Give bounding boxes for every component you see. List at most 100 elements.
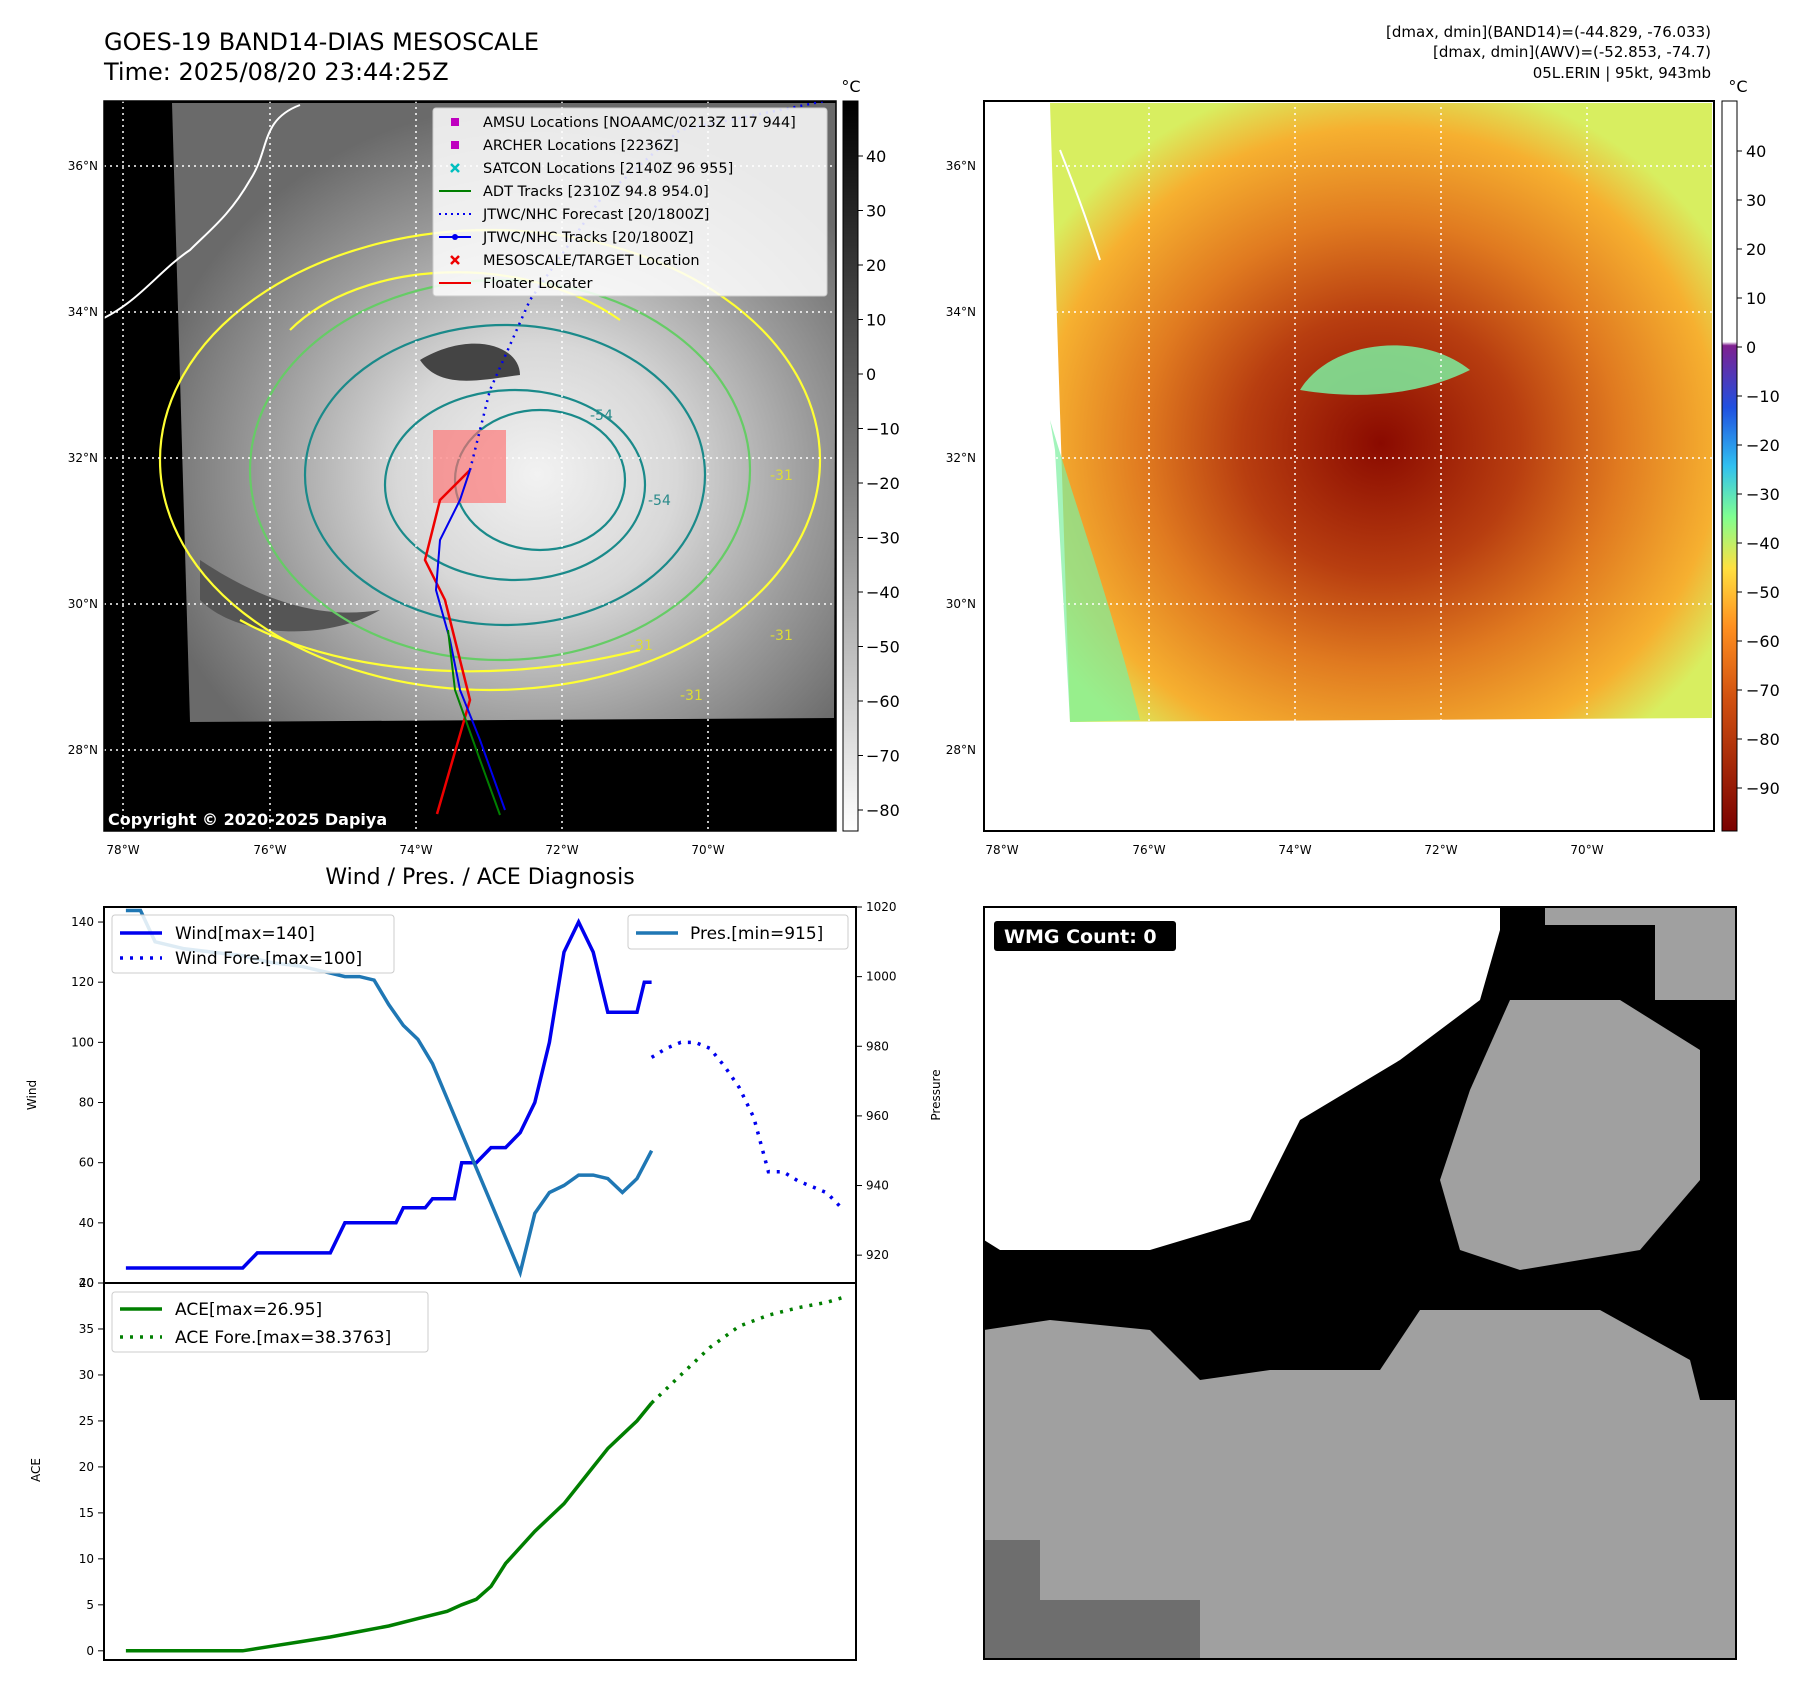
lat-tick-label: 36°N [946,159,976,173]
y-tick-label: 20 [79,1460,94,1474]
legend-label: SATCON Locations [2140Z 96 955] [483,161,733,177]
ace-legend: ACE[max=26.95] ACE Fore.[max=38.3763] [111,1291,429,1353]
wv-moist-slot [1300,345,1470,395]
wmg-frame [983,906,1737,1660]
legend-box [111,1291,429,1353]
awv-range-info: [dmax, dmin](AWV)=(-52.853, -74.7) [1432,43,1711,61]
colorbar-tick-label: −70 [866,747,900,766]
lon-tick-label: 70°W [691,843,724,857]
colorbar-tick-label: −80 [1746,730,1780,749]
y2-tick-label: 1020 [866,900,897,914]
contour-label: -31 [630,638,653,654]
wmg-count-badge [994,921,1176,951]
wmg-panel: WMG Count: 0 [983,906,1737,1660]
wv-colorbar: °C 40 30 20 10 0 −10 −20 −30 −40 −50 −60 −70 −80 −90 [1721,77,1780,832]
legend-marker [450,255,460,265]
colorbar-tick-label: −50 [1746,583,1780,602]
colorbar-tick-label: 30 [866,202,886,221]
colorbar-tick-label: 0 [1746,338,1756,357]
colorbar-tick-label: −30 [866,529,900,548]
pressure-legend: Pres.[min=915] [627,914,849,950]
adt-track [447,629,501,816]
lat-tick-label: 32°N [68,451,98,465]
wv-map-frame [983,100,1715,832]
y2-tick-label: 980 [866,1039,889,1053]
ir-colorbar: °C 40 30 20 10 0 −10 −20 −30 −40 −50 −60 −70 −80 [841,77,900,832]
wind-pressure-chart: Wind / Pres. / ACE Diagnosis Wind Pressu… [25,865,943,1290]
legend-label: MESOSCALE/TARGET Location [483,253,700,269]
jtwc-track [434,469,506,811]
colorbar-tick-label: −10 [1746,387,1780,406]
y-tick-label: 15 [79,1506,94,1520]
wv-lon-ticks: 78°W 76°W 74°W 72°W 70°W [985,843,1603,857]
wv-gridlines [984,101,1714,831]
lon-tick-label: 76°W [1132,843,1165,857]
band14-range-info: [dmax, dmin](BAND14)=(-44.829, -76.033) [1386,23,1711,41]
colorbar-tick-label: 30 [1746,191,1766,210]
colorbar-tick-label: −90 [1746,779,1780,798]
pressure-axis-label: Pressure [929,1069,943,1120]
legend-label: Pres.[min=915] [690,924,823,944]
y-tick-label: 40 [79,1276,94,1290]
floater-locater-track [423,469,472,815]
legend-marker [452,234,458,240]
y-tick-label: 100 [71,1035,94,1049]
contour-label: -31 [680,688,703,704]
ir-lon-ticks: 78°W 76°W 74°W 72°W 70°W [106,843,724,857]
y2-tick-label: 960 [866,1109,889,1123]
y-tick-label: 20 [79,1276,94,1290]
legend-label: JTWC/NHC Forecast [20/1800Z] [482,207,709,223]
ace-series-line-0 [125,1401,653,1653]
ir-map-frame [103,100,837,832]
legend-marker [451,141,459,149]
y-tick-label: 25 [79,1414,94,1428]
ir-lat-ticks: 36°N 34°N 32°N 30°N 28°N [68,159,98,757]
colorbar-tick-label: −70 [1746,681,1780,700]
legend-box [627,914,849,950]
ir-map-legend: AMSU Locations [NOAAMC/0213Z 117 944] ARC… [432,107,828,297]
colorbar-tick-label: 0 [866,365,876,384]
wv-dry-edge [1050,420,1140,722]
lat-tick-label: 34°N [946,305,976,319]
ace-chart: ACE 0 5 10 15 20 25 30 35 40 ACE[max=26.95] ACE F… [29,1276,857,1661]
wv-imagery-swath [1050,103,1712,722]
y-tick-label: 5 [86,1598,94,1612]
colorbar-tick-label: −50 [866,638,900,657]
lat-tick-label: 34°N [68,305,98,319]
legend-marker [450,163,460,173]
lat-tick-label: 32°N [946,451,976,465]
lat-tick-label: 30°N [68,597,98,611]
legend-box [111,914,395,974]
ace-y-ticks: 0 5 10 15 20 25 30 35 40 [79,1276,104,1658]
colorbar-tick-label: −10 [866,420,900,439]
page-subtitle-time: Time: 2025/08/20 23:44:25Z [104,58,449,86]
ir-contour-labels: -54 -31 -31 -31 -31 -54 [590,408,793,704]
colorbar-tick-label: 10 [866,311,886,330]
contour-label: -31 [770,628,793,644]
colorbar-tick-label: −60 [866,692,900,711]
legend-label: ACE[max=26.95] [175,1300,322,1320]
ir-coastline [103,104,301,319]
y-tick-label: 60 [79,1156,94,1170]
y-tick-label: 80 [79,1096,94,1110]
ace-axis-label: ACE [29,1458,43,1482]
colorbar-tick-label: 40 [1746,142,1766,161]
colorbar-tick-label: −20 [1746,436,1780,455]
ir-colorbar-unit: °C [841,77,860,96]
legend-box [432,107,828,297]
y2-tick-label: 1000 [866,970,897,984]
series-line-0 [125,917,652,1270]
lon-tick-label: 74°W [399,843,432,857]
lon-tick-label: 74°W [1278,843,1311,857]
colorbar-tick-label: −30 [1746,485,1780,504]
colorbar-tick-label: −40 [1746,534,1780,553]
legend-marker [451,118,459,126]
y-tick-label: 120 [71,975,94,989]
pressure-y-ticks: 920 940 960 980 1000 1020 [856,900,897,1262]
contour-label: -54 [648,493,671,509]
legend-label: Wind[max=140] [175,924,315,944]
ir-dry-slot [420,343,520,381]
lat-tick-label: 28°N [946,743,976,757]
lon-tick-label: 72°W [1424,843,1457,857]
